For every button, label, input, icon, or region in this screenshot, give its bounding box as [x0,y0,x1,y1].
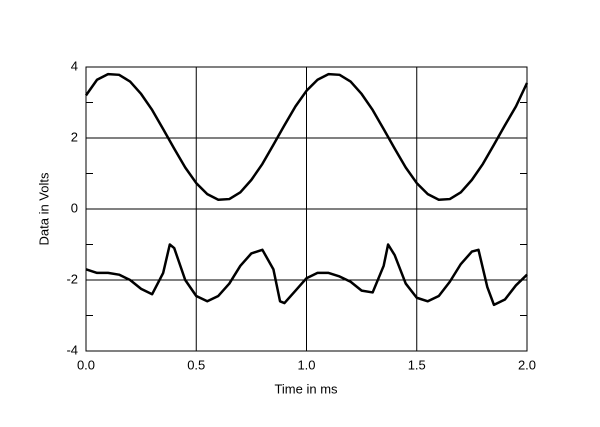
x-tick-label: 0.0 [77,357,95,372]
y-axis-label: Data in Volts [36,172,51,245]
y-tick-label: -2 [66,271,78,286]
x-axis-label: Time in ms [274,381,338,396]
y-tick-label: 0 [71,200,78,215]
x-tick-label: 2.0 [518,357,536,372]
y-tick-label: -4 [66,342,78,357]
x-tick-label: 1.5 [408,357,426,372]
x-tick-label: 0.5 [187,357,205,372]
data-line [84,72,529,202]
x-tick-label: 1.0 [297,357,315,372]
y-tick-label: 4 [71,58,78,73]
y-tick-label: 2 [71,129,78,144]
data-line [85,243,528,307]
